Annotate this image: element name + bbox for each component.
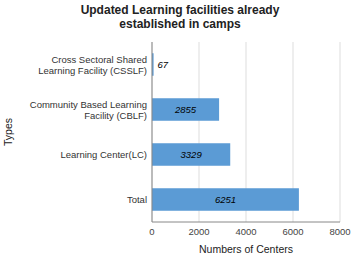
- title: Updated Learning facilities alreadyestab…: [81, 3, 280, 31]
- x-tick-label: 4000: [235, 226, 256, 237]
- text-line: Facility (CBLF): [84, 110, 147, 121]
- chart-svg: Updated Learning facilities alreadyestab…: [0, 0, 360, 271]
- data-label: 6251: [215, 194, 236, 205]
- data-label: 3329: [181, 149, 203, 160]
- text-line: Updated Learning facilities already: [81, 3, 280, 17]
- grid-line: [340, 42, 341, 222]
- bar: [152, 143, 230, 166]
- text-line: Learning Center(LC): [60, 149, 147, 160]
- y-axis-line: [152, 42, 153, 222]
- text-line: Cross Sectoral Shared: [51, 54, 147, 65]
- x-axis-line: [152, 222, 340, 223]
- y-tick-label: Learning Center(LC): [60, 149, 147, 160]
- y-axis-title: Types: [2, 118, 14, 146]
- grid-line: [152, 42, 153, 222]
- x-tick-label: 0: [149, 226, 154, 237]
- y-tick-label: Community Based LearningFacility (CBLF): [30, 99, 147, 121]
- text-line: established in camps: [119, 17, 241, 31]
- x-tick-label: 8000: [329, 226, 350, 237]
- data-label: 67: [158, 59, 169, 70]
- text-line: Learning Facility (CSSLF): [38, 65, 147, 76]
- data-label: 2855: [174, 104, 197, 115]
- x-tick-label: 6000: [282, 226, 303, 237]
- bar: [152, 98, 219, 121]
- text-line: Total: [127, 194, 147, 205]
- text-line: Community Based Learning: [30, 99, 147, 110]
- x-axis-title: Numbers of Centers: [199, 243, 293, 255]
- bars: [152, 53, 299, 211]
- y-tick-label: Cross Sectoral SharedLearning Facility (…: [38, 54, 147, 76]
- x-tick-label: 2000: [188, 226, 209, 237]
- chart-container: Updated Learning facilities alreadyestab…: [0, 0, 360, 271]
- y-tick-label: Total: [127, 194, 147, 205]
- bar: [152, 188, 299, 211]
- grid: [152, 42, 340, 222]
